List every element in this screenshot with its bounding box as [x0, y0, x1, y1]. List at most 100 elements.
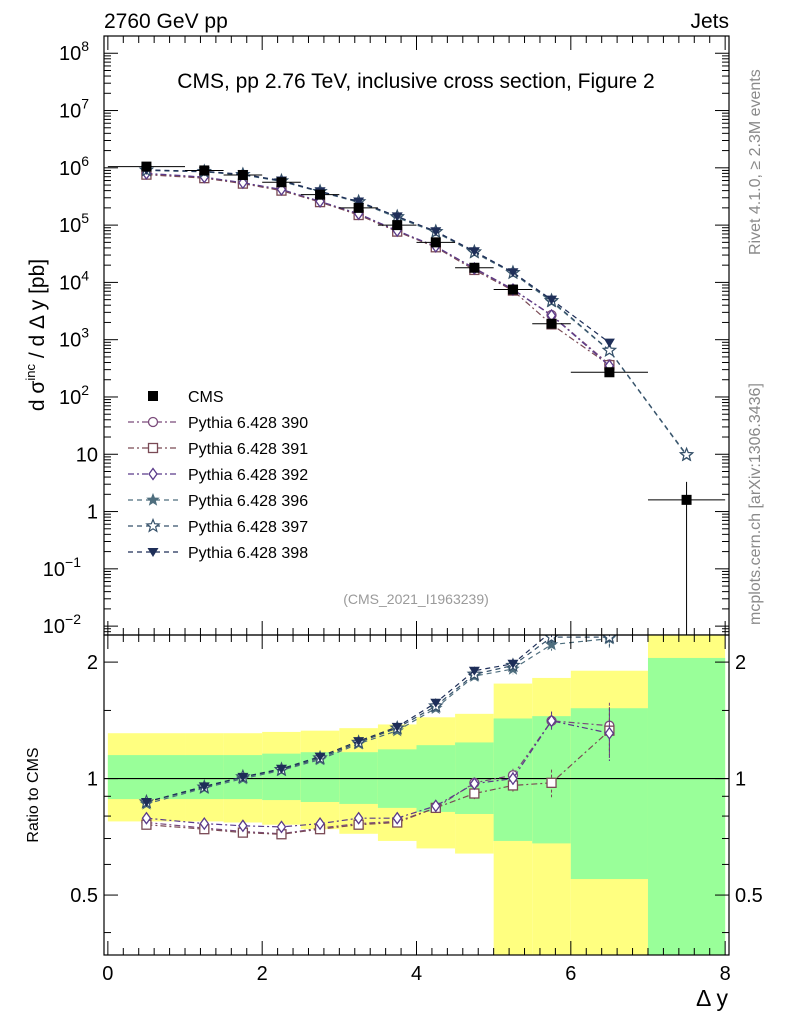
legend-label-pythia-6-428-391: Pythia 6.428 391	[188, 441, 308, 458]
data-point-marker	[276, 177, 287, 188]
mc-line-pythia-6-428-397	[146, 169, 688, 456]
data-point-marker	[430, 237, 441, 248]
mc-line-pythia-6-428-396	[146, 169, 688, 456]
data-point-marker	[681, 494, 692, 505]
legend-entry-pythia-6-428-398: Pythia 6.428 398	[128, 545, 308, 562]
ratio-point-pythia-6-428-398	[468, 666, 480, 676]
ratio-line-pythia-6-428-398	[146, 635, 549, 803]
ratio-panel: 0.5 0.5 1 1 2 2 0 2 4 6 8 Ratio to CMS Δ y	[25, 624, 763, 1011]
mc-line-pythia-6-428-390	[146, 173, 610, 365]
main-y-tick-label: 108	[59, 38, 89, 65]
data-point	[300, 189, 340, 200]
ratio-point-pythia-6-428-392	[546, 714, 557, 728]
x-tick-label: 2	[257, 963, 268, 985]
mc-point-pythia-6-428-398	[507, 268, 519, 278]
main-y-tick-label: 103	[59, 325, 89, 352]
ratio-point-pythia-6-428-392	[392, 811, 403, 825]
ratio-series-pythia-6-428-392	[141, 709, 615, 834]
data-point	[416, 237, 456, 248]
data-point-marker	[604, 367, 615, 378]
data-point	[223, 169, 263, 180]
ratio-point-pythia-6-428-392	[238, 819, 248, 833]
legend-label-pythia-6-428-397: Pythia 6.428 397	[188, 519, 308, 536]
ratio-plot-area	[104, 624, 729, 955]
ratio-y-tick-label-right: 0.5	[735, 885, 763, 907]
data-point-marker	[315, 189, 326, 200]
ratio-point-pythia-6-428-392	[469, 777, 480, 791]
legend-marker-pythia-6-428-398	[147, 548, 159, 557]
mc-point-pythia-6-428-398	[603, 338, 615, 348]
data-point-marker	[469, 262, 480, 273]
main-data-series	[107, 161, 726, 635]
ratio-point-pythia-6-428-392	[430, 799, 441, 813]
ratio-point-pythia-6-428-392	[276, 820, 287, 834]
ratio-point-pythia-6-428-398	[140, 797, 152, 807]
data-point	[532, 318, 571, 329]
rivet-version-label: Rivet 4.1.0, ≥ 2.3M events	[747, 69, 764, 255]
main-y-tick-label: 1	[87, 502, 98, 524]
data-point-marker	[507, 284, 518, 295]
ratio-point-pythia-6-428-392	[353, 811, 364, 825]
main-plot-area	[107, 161, 726, 635]
mc-point-pythia-6-428-398	[468, 247, 480, 257]
legend-entry-cms: CMS	[148, 389, 224, 406]
main-y-tick-label: 106	[59, 153, 89, 180]
main-y-tick-label: 10−1	[43, 554, 81, 581]
ratio-point-pythia-6-428-392	[315, 816, 325, 831]
ratio-y-tick-label: 1	[87, 769, 98, 791]
x-tick-label: 8	[720, 963, 731, 985]
legend-label-pythia-6-428-398: Pythia 6.428 398	[188, 545, 308, 562]
main-y-tick-label: 104	[59, 267, 89, 294]
analysis-watermark: (CMS_2021_I1963239)	[343, 591, 489, 607]
data-point-marker	[353, 202, 364, 213]
header-energy-label: 2760 GeV pp	[104, 10, 228, 33]
ratio-band-inner	[107, 755, 186, 800]
ratio-y-tick-label-right: 1	[735, 769, 746, 791]
legend-entry-pythia-6-428-391: Pythia 6.428 391	[128, 441, 308, 458]
ratio-line-pythia-6-428-396	[146, 638, 610, 805]
mc-point-pythia-6-428-397	[678, 446, 695, 462]
ratio-axis-ticks: 0.5 0.5 1 1 2 2 0 2 4 6 8	[70, 635, 763, 985]
ratio-mc-series	[138, 624, 617, 840]
ratio-series-pythia-6-428-398	[140, 624, 615, 807]
main-y-tick-label: 10	[76, 444, 98, 466]
ratio-y-axis-label: Ratio to CMS	[25, 747, 42, 842]
legend-entry-pythia-6-428-390: Pythia 6.428 390	[128, 415, 308, 432]
data-point-marker	[546, 318, 557, 329]
legend-marker-cms	[148, 391, 158, 401]
ratio-line-pythia-6-428-391	[146, 730, 610, 835]
ratio-band-inner	[647, 657, 726, 955]
ratio-point-pythia-6-428-391	[546, 777, 557, 788]
mc-point-pythia-6-428-398	[430, 227, 442, 237]
legend-entry-pythia-6-428-396: Pythia 6.428 396	[128, 492, 308, 510]
mc-series-pythia-6-428-390	[141, 168, 615, 370]
data-point	[262, 177, 301, 188]
ratio-point-pythia-6-428-398	[604, 624, 615, 633]
ratio-point-pythia-6-428-398	[237, 772, 249, 782]
data-point	[647, 481, 726, 635]
legend-marker-pythia-6-428-392	[148, 467, 158, 481]
legend-label-pythia-6-428-392: Pythia 6.428 392	[188, 467, 308, 484]
main-y-tick-label: 102	[59, 382, 89, 409]
x-tick-label: 0	[102, 963, 113, 985]
ratio-y-tick-label-right: 2	[735, 652, 746, 674]
mc-point-pythia-6-428-398	[546, 295, 558, 305]
data-point	[339, 202, 378, 213]
ratio-point-pythia-6-428-392	[508, 771, 518, 786]
ratio-point-pythia-6-428-397	[602, 635, 617, 644]
data-point	[455, 262, 494, 273]
ratio-point-pythia-6-428-398	[507, 659, 519, 669]
x-tick-label: 6	[565, 963, 576, 985]
ratio-point-pythia-6-428-398	[353, 737, 365, 747]
legend: CMS Pythia 6.428 390 Pythia 6.428 391 Pythi…	[128, 389, 308, 562]
data-point-marker	[141, 161, 152, 172]
ratio-uncertainty-bands	[107, 635, 726, 955]
mc-point-pythia-6-428-397	[601, 342, 618, 358]
legend-label-pythia-6-428-396: Pythia 6.428 396	[188, 493, 308, 510]
legend-entry-pythia-6-428-392: Pythia 6.428 392	[128, 467, 308, 484]
legend-marker-pythia-6-428-390	[147, 416, 159, 428]
ratio-point-pythia-6-428-398	[275, 764, 287, 774]
mc-series-pythia-6-428-392	[141, 166, 615, 373]
